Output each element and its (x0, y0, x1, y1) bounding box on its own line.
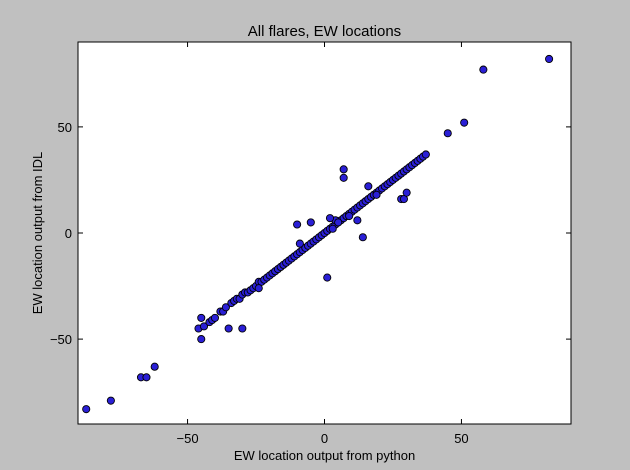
data-point (238, 324, 247, 333)
x-tick-label: 50 (454, 431, 468, 446)
data-point (306, 218, 315, 227)
data-point (402, 188, 411, 197)
data-point (345, 211, 354, 221)
chart-title: All flares, EW locations (248, 23, 401, 40)
data-point (334, 218, 343, 227)
data-point (197, 313, 206, 322)
data-point (353, 216, 362, 225)
x-axis-label: EW location output from python (234, 448, 415, 463)
points-layer (82, 54, 554, 414)
data-point (82, 405, 91, 414)
data-point (199, 322, 209, 331)
data-point (358, 233, 367, 242)
data-point (106, 396, 115, 405)
data-point (328, 224, 337, 233)
data-point (339, 173, 348, 182)
data-point (421, 150, 430, 159)
data-point (221, 303, 230, 312)
data-point (295, 239, 304, 248)
data-point (293, 220, 302, 229)
data-point (210, 313, 219, 322)
data-point (364, 182, 373, 191)
ticks-layer: −50 0 50 −50 0 50 (50, 42, 571, 446)
data-point (372, 190, 381, 199)
data-point (460, 118, 469, 127)
data-point (545, 54, 554, 64)
data-point (142, 373, 151, 382)
y-tick-label: 0 (65, 226, 72, 241)
data-point (339, 165, 348, 174)
data-point (325, 214, 335, 223)
data-point (197, 335, 206, 344)
y-axis-label: EW location output from IDL (30, 152, 45, 315)
y-tick-label: 50 (58, 120, 72, 135)
data-point (479, 65, 488, 74)
y-tick-label: −50 (50, 332, 72, 347)
data-point (224, 324, 233, 333)
data-point (323, 273, 332, 282)
x-tick-label: 0 (321, 431, 328, 446)
x-tick-label: −50 (177, 431, 199, 446)
data-point (254, 284, 263, 293)
data-point (150, 362, 159, 371)
data-point (443, 129, 452, 138)
